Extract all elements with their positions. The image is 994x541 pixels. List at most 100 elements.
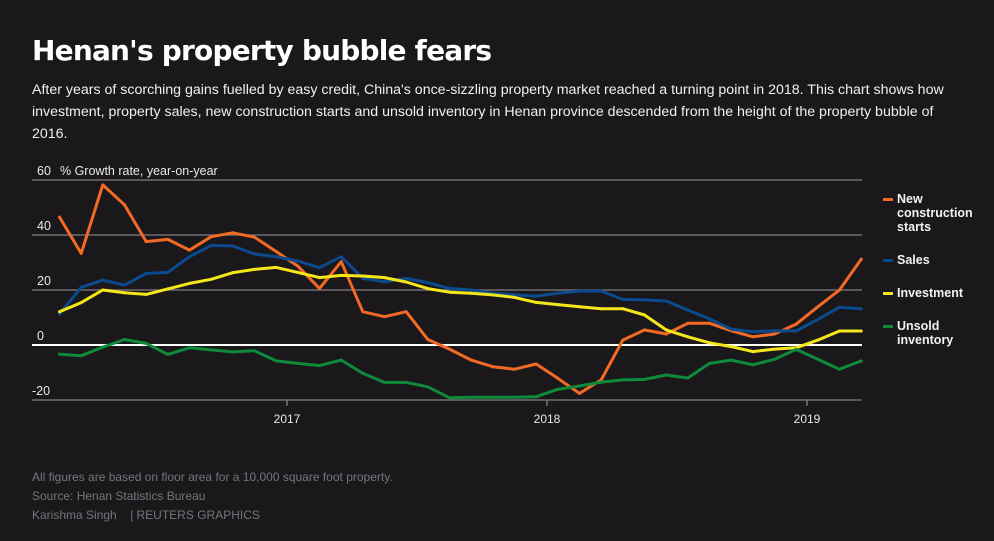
y-tick-label: 60	[37, 164, 51, 178]
data-point	[729, 358, 733, 362]
data-point	[686, 308, 690, 312]
data-point	[144, 240, 148, 244]
data-point	[578, 391, 581, 395]
data-point	[339, 255, 343, 259]
data-point	[339, 260, 343, 264]
data-point	[773, 357, 776, 361]
legend-label: Sales	[897, 253, 930, 267]
data-point	[534, 300, 538, 304]
legend-label: Unsold inventory	[897, 319, 954, 347]
data-point	[383, 315, 386, 319]
data-point	[209, 235, 213, 239]
data-point	[166, 237, 170, 241]
series-line-new-construction-starts	[58, 183, 863, 395]
data-point	[253, 252, 256, 256]
data-point	[318, 286, 321, 290]
data-point	[599, 289, 603, 293]
data-point	[578, 289, 581, 293]
data-point	[773, 347, 776, 351]
y-tick-label: 0	[37, 329, 44, 343]
data-point	[469, 395, 473, 399]
source: Source: Henan Statistics Bureau	[32, 489, 206, 503]
data-point	[318, 266, 321, 270]
data-point	[188, 255, 191, 259]
data-point	[58, 352, 61, 356]
data-point	[838, 288, 841, 292]
data-point	[621, 307, 625, 311]
data-point	[231, 350, 235, 354]
series-line-sales	[58, 243, 863, 334]
data-point	[274, 255, 278, 259]
author: Karishma Singh	[32, 508, 117, 522]
y-tick-label: 40	[37, 219, 51, 233]
series-line-investment	[58, 265, 863, 354]
data-point	[708, 361, 711, 365]
data-point	[534, 294, 538, 298]
data-point	[469, 291, 473, 295]
data-point	[621, 378, 625, 382]
data-point	[621, 338, 625, 342]
data-point	[751, 363, 755, 367]
data-point	[708, 341, 711, 345]
data-point	[838, 367, 841, 371]
data-point	[231, 231, 235, 235]
data-point	[859, 257, 863, 261]
data-point	[859, 359, 863, 363]
data-point	[209, 348, 213, 352]
data-point	[513, 295, 516, 299]
data-point	[448, 290, 451, 294]
data-point	[166, 270, 170, 274]
legend-label: Investment	[897, 286, 963, 300]
data-point	[686, 376, 690, 380]
data-point	[643, 298, 646, 302]
data-point	[448, 347, 451, 351]
data-point	[556, 291, 560, 295]
data-point	[773, 332, 776, 336]
data-point	[123, 338, 126, 341]
data-point	[209, 243, 213, 247]
data-point	[708, 321, 711, 325]
data-point	[296, 361, 300, 365]
footnote: All figures are based on floor area for …	[32, 470, 393, 484]
data-point	[253, 235, 256, 239]
data-point	[166, 352, 170, 356]
data-point	[491, 365, 495, 369]
data-point	[664, 299, 668, 303]
data-point	[773, 329, 776, 333]
data-point	[469, 358, 473, 362]
data-point	[859, 329, 863, 333]
y-axis-label: % Growth rate, year-on-year	[60, 164, 218, 178]
data-point	[599, 307, 603, 311]
data-point	[664, 328, 668, 332]
data-point	[101, 345, 105, 349]
data-point	[123, 203, 126, 207]
data-point	[123, 283, 126, 287]
data-point	[58, 215, 61, 219]
data-point	[621, 297, 625, 301]
data-point	[816, 338, 820, 342]
data-point	[166, 287, 170, 291]
data-point	[58, 312, 61, 316]
data-point	[144, 292, 148, 296]
data-point	[816, 357, 820, 361]
data-point	[101, 288, 105, 292]
chart-subtitle: After years of scorching gains fuelled b…	[32, 82, 944, 142]
data-point	[404, 310, 408, 314]
data-point	[794, 347, 798, 351]
data-point	[751, 335, 755, 339]
data-point	[296, 264, 300, 268]
data-point	[838, 305, 841, 309]
data-point	[578, 305, 581, 309]
data-point	[339, 273, 343, 277]
data-point	[144, 272, 148, 275]
data-point	[339, 358, 343, 362]
chart-title: Henan's property bubble fears	[32, 34, 492, 67]
data-point	[188, 248, 191, 252]
data-point	[664, 373, 668, 377]
data-point	[361, 310, 365, 314]
legend-swatch	[883, 198, 893, 201]
data-point	[123, 291, 126, 295]
data-point	[816, 305, 820, 309]
data-point	[686, 335, 690, 339]
